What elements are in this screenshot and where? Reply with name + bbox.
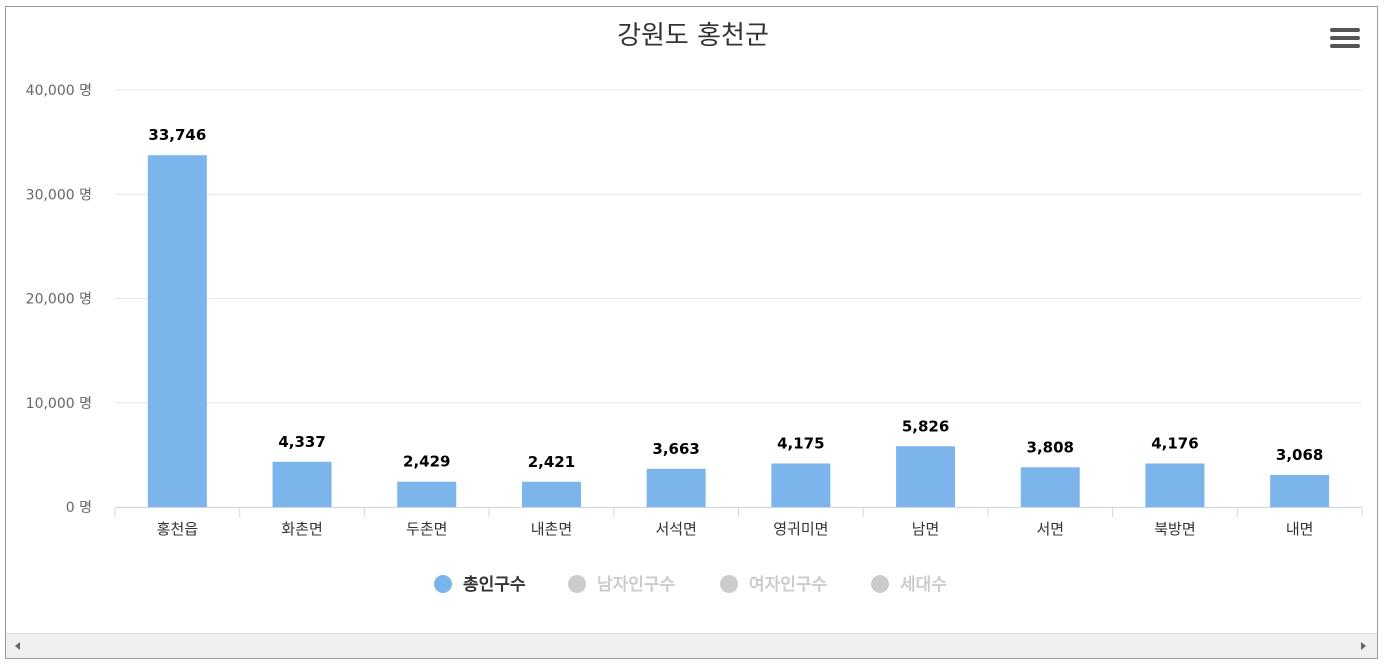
bar[interactable] [1270, 475, 1330, 507]
legend-marker [871, 575, 889, 593]
legend-marker [434, 575, 452, 593]
legend-marker [568, 575, 586, 593]
data-label: 33,746 [148, 126, 206, 144]
bar[interactable] [147, 155, 207, 508]
x-axis-labels: 홍천읍 화촌면 두촌면 내촌면 서석면 영귀미면 남면 서면 북방면 내면 [157, 520, 1314, 538]
data-labels: 33,746 4,337 2,429 2,421 3,663 4,175 5,826 3,80… [148, 126, 1323, 471]
legend-label: 남자인구수 [597, 575, 676, 595]
legend-item[interactable]: 남자인구수 [568, 575, 676, 595]
chart-title: 강원도 홍천군 [617, 21, 769, 51]
scroll-right-icon[interactable] [1357, 640, 1369, 652]
legend-item[interactable]: 총인구수 [434, 575, 526, 595]
bar-series [147, 155, 1330, 508]
grid-lines [115, 89, 1362, 404]
x-tick-label: 서면 [1036, 520, 1064, 538]
legend-item[interactable]: 여자인구수 [720, 575, 828, 595]
legend-marker [720, 575, 738, 593]
y-tick-label: 20,000 명 [26, 292, 92, 308]
legend-item[interactable]: 세대수 [871, 575, 947, 595]
bar[interactable] [771, 463, 831, 507]
data-label: 4,337 [278, 433, 325, 451]
x-tick-label: 내촌면 [531, 520, 572, 538]
data-label: 2,429 [403, 453, 450, 471]
chart-container [5, 6, 1378, 659]
hamburger-icon-bar [1330, 28, 1360, 32]
bar[interactable] [397, 481, 457, 507]
data-label: 2,421 [528, 453, 575, 471]
y-axis: 0 명 10,000 명 20,000 명 30,000 명 40,000 명 [26, 83, 92, 516]
x-tick-label: 내면 [1286, 520, 1314, 538]
data-label: 4,176 [1151, 434, 1198, 452]
data-label: 3,808 [1027, 438, 1074, 456]
bar[interactable] [521, 481, 581, 507]
data-label: 3,663 [652, 440, 699, 458]
data-label: 5,826 [902, 417, 949, 435]
x-tick-label: 남면 [912, 520, 940, 538]
horizontal-scrollbar[interactable] [6, 633, 1377, 658]
scroll-left-icon[interactable] [12, 640, 24, 652]
hamburger-menu-button[interactable] [1330, 28, 1360, 54]
bar[interactable] [896, 446, 956, 507]
y-tick-label: 40,000 명 [26, 83, 92, 99]
legend-label: 세대수 [900, 575, 947, 595]
y-tick-label: 30,000 명 [26, 187, 92, 203]
legend: 총인구수 남자인구수 여자인구수 세대수 [434, 575, 947, 595]
x-tick-label: 영귀미면 [773, 520, 828, 538]
bar[interactable] [646, 468, 706, 507]
legend-label: 총인구수 [463, 575, 526, 595]
x-axis [114, 507, 1363, 517]
y-tick-label: 0 명 [66, 500, 92, 516]
hamburger-icon-bar [1330, 44, 1360, 48]
hamburger-icon-bar [1330, 36, 1360, 40]
x-tick-label: 두촌면 [406, 520, 447, 538]
y-tick-label: 10,000 명 [26, 396, 92, 412]
data-label: 3,068 [1276, 446, 1323, 464]
x-tick-label: 북방면 [1154, 520, 1195, 538]
bar[interactable] [1145, 463, 1205, 507]
bar[interactable] [272, 461, 332, 507]
legend-label: 여자인구수 [749, 575, 828, 595]
bar[interactable] [1020, 467, 1080, 507]
x-tick-label: 서석면 [655, 520, 696, 538]
x-tick-label: 홍천읍 [157, 520, 198, 538]
data-label: 4,175 [777, 434, 824, 452]
x-tick-label: 화촌면 [281, 520, 322, 538]
